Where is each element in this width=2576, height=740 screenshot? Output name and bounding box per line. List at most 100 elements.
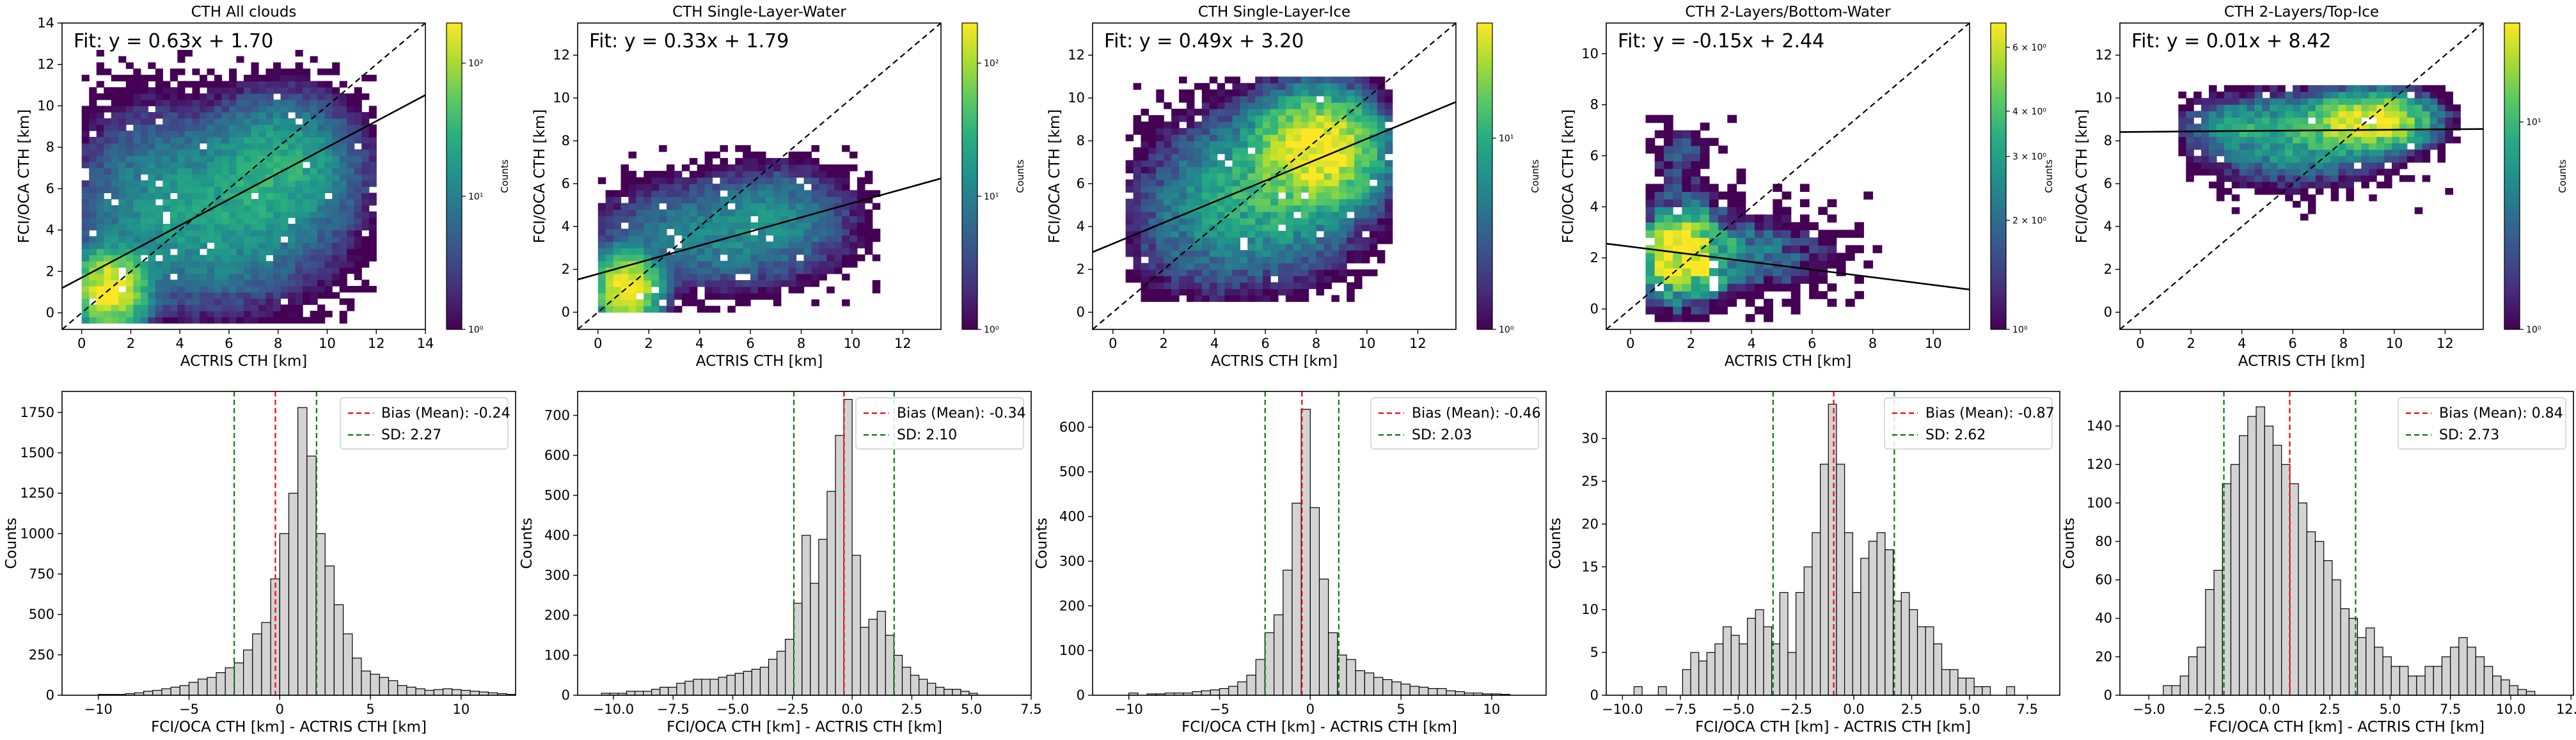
density-cell: [125, 174, 134, 181]
density-cell: [1285, 108, 1294, 116]
density-cell: [221, 180, 230, 187]
density-cell: [1308, 154, 1317, 161]
density-cell: [1224, 250, 1233, 257]
histogram-bar: [1933, 643, 1943, 696]
density-cell: [842, 196, 850, 203]
density-cell: [96, 193, 104, 200]
density-cell: [826, 203, 835, 210]
density-cell: [162, 161, 171, 169]
density-cell: [332, 211, 340, 218]
density-cell: [834, 235, 842, 242]
density-cell: [368, 180, 377, 187]
density-cell: [2406, 98, 2415, 105]
density-cell: [251, 87, 259, 94]
density-cell: [324, 168, 333, 175]
density-cell: [2186, 168, 2194, 176]
colorbar-tick-label: 10⁰: [468, 325, 484, 335]
density-cell: [644, 184, 652, 191]
density-cell: [1362, 83, 1370, 90]
density-cell: [1645, 207, 1655, 215]
density-cell: [162, 143, 171, 150]
density-cell: [2338, 162, 2347, 169]
density-cell: [295, 205, 303, 212]
density-cell: [1331, 141, 1339, 148]
density-cell: [310, 317, 318, 324]
density-cell: [251, 93, 259, 100]
density-cell: [1300, 102, 1309, 109]
density-cell: [605, 279, 614, 287]
histogram-bar: [1747, 617, 1756, 696]
density-cell: [2247, 111, 2256, 118]
density-cell: [2361, 149, 2369, 157]
density-cell: [2293, 175, 2301, 182]
density-cell: [2437, 104, 2446, 111]
density-cell: [133, 180, 141, 187]
density-cell: [214, 211, 223, 218]
density-cell: [288, 81, 296, 88]
density-cell: [735, 260, 743, 268]
density-cell: [613, 279, 622, 287]
density-cell: [228, 118, 237, 125]
histogram-bar: [759, 666, 770, 696]
density-cell: [2254, 187, 2263, 195]
density-cell: [743, 254, 751, 262]
colorbar-tick-label: 10²: [468, 59, 483, 69]
density-cell: [2254, 123, 2263, 131]
density-cell: [96, 261, 104, 268]
density-cell: [89, 211, 97, 218]
density-cell: [796, 158, 805, 165]
density-cell: [288, 99, 296, 107]
density-cell: [192, 248, 200, 256]
density-cell: [332, 124, 340, 131]
density-cell: [1255, 192, 1263, 200]
density-cell: [2406, 85, 2415, 92]
density-cell: [2361, 168, 2369, 176]
density-cell: [2361, 91, 2369, 98]
density-cell: [2323, 104, 2332, 111]
density-cell: [1818, 245, 1828, 253]
density-cell: [1673, 199, 1682, 207]
density-cell: [332, 261, 340, 268]
density-cell: [811, 177, 819, 184]
density-cell: [628, 228, 636, 236]
density-cell: [1308, 217, 1317, 225]
density-cell: [2209, 111, 2217, 118]
density-cell: [1164, 276, 1172, 283]
density-cell: [170, 106, 178, 113]
density-cell: [207, 286, 215, 293]
histogram-bar: [734, 673, 744, 696]
density-cell: [1691, 237, 1701, 246]
density-cell: [1270, 122, 1279, 129]
density-cell: [2376, 162, 2385, 169]
density-cell: [104, 161, 112, 169]
density-cell: [1754, 291, 1764, 299]
density-cell: [750, 267, 759, 274]
density-cell: [1308, 198, 1317, 206]
density-cell: [628, 209, 636, 217]
density-cell: [2369, 194, 2377, 201]
density-cell: [1293, 128, 1302, 135]
density-cell: [1263, 160, 1271, 168]
density-cell: [2254, 130, 2263, 138]
density-cell: [735, 145, 743, 152]
histogram-bar: [161, 688, 171, 696]
density-cell: [1718, 299, 1728, 307]
density-cell: [228, 248, 237, 256]
density-cell: [1324, 276, 1332, 283]
density-cell: [2361, 143, 2369, 150]
density-cell: [2201, 104, 2209, 111]
histogram-bar: [1255, 659, 1266, 696]
density-cell: [1736, 276, 1746, 284]
density-cell: [140, 310, 148, 318]
density-cell: [324, 286, 333, 293]
density-cell: [1186, 250, 1195, 257]
density-cell: [1232, 282, 1240, 289]
plot-frame: [1092, 391, 1547, 696]
density-cell: [1209, 122, 1218, 129]
density-cell: [1377, 122, 1386, 129]
density-cell: [1673, 222, 1682, 230]
density-cell: [1179, 154, 1187, 161]
density-cell: [689, 196, 698, 203]
density-cell: [712, 279, 721, 287]
density-cell: [265, 143, 274, 150]
